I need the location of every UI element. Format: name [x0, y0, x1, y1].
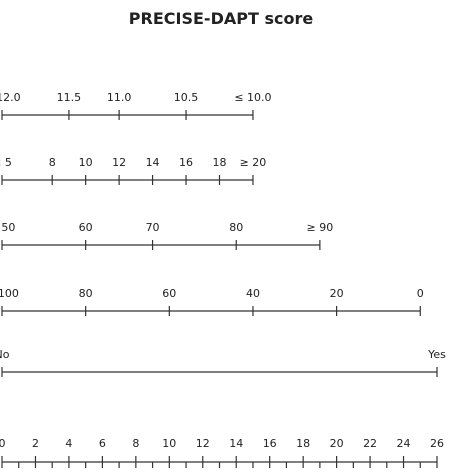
tick-label: 11.5: [57, 91, 82, 104]
x-tick-label: 14: [229, 437, 243, 450]
x-tick-label: 16: [263, 437, 277, 450]
tick-label: 8: [49, 156, 56, 169]
tick-label: Yes: [427, 348, 446, 361]
tick-label: 60: [162, 287, 176, 300]
tick-label: 80: [79, 287, 93, 300]
tick-label: 70: [146, 221, 160, 234]
x-tick-label: 18: [296, 437, 310, 450]
x-tick-label: 10: [162, 437, 176, 450]
tick-label: ≤ 5: [0, 156, 12, 169]
x-tick-label: 22: [363, 437, 377, 450]
tick-label: 14: [146, 156, 160, 169]
x-tick-label: 20: [330, 437, 344, 450]
tick-label: ≤ 10.0: [234, 91, 271, 104]
chart-title: PRECISE-DAPT score: [129, 9, 314, 28]
x-tick-label: 8: [132, 437, 139, 450]
tick-label: No: [0, 348, 10, 361]
tick-label: 12: [112, 156, 126, 169]
x-tick-label: 12: [196, 437, 210, 450]
tick-label: ≥ 12.0: [0, 91, 21, 104]
x-tick-label: 26: [430, 437, 444, 450]
x-tick-label: 4: [65, 437, 72, 450]
tick-label: 10: [79, 156, 93, 169]
tick-label: ≥ 90: [307, 221, 334, 234]
tick-label: 10.5: [174, 91, 199, 104]
tick-label: 18: [213, 156, 227, 169]
tick-label: 40: [246, 287, 260, 300]
tick-label: 0: [417, 287, 424, 300]
tick-label: ≥ 100: [0, 287, 19, 300]
tick-label: ≤ 50: [0, 221, 15, 234]
tick-label: 80: [229, 221, 243, 234]
x-tick-label: 6: [99, 437, 106, 450]
x-tick-label: 24: [397, 437, 411, 450]
tick-label: 20: [330, 287, 344, 300]
x-tick-label: 0: [0, 437, 6, 450]
tick-label: 16: [179, 156, 193, 169]
x-tick-label: 2: [32, 437, 39, 450]
tick-label: 11.0: [107, 91, 132, 104]
tick-label: ≥ 20: [240, 156, 267, 169]
tick-label: 60: [79, 221, 93, 234]
